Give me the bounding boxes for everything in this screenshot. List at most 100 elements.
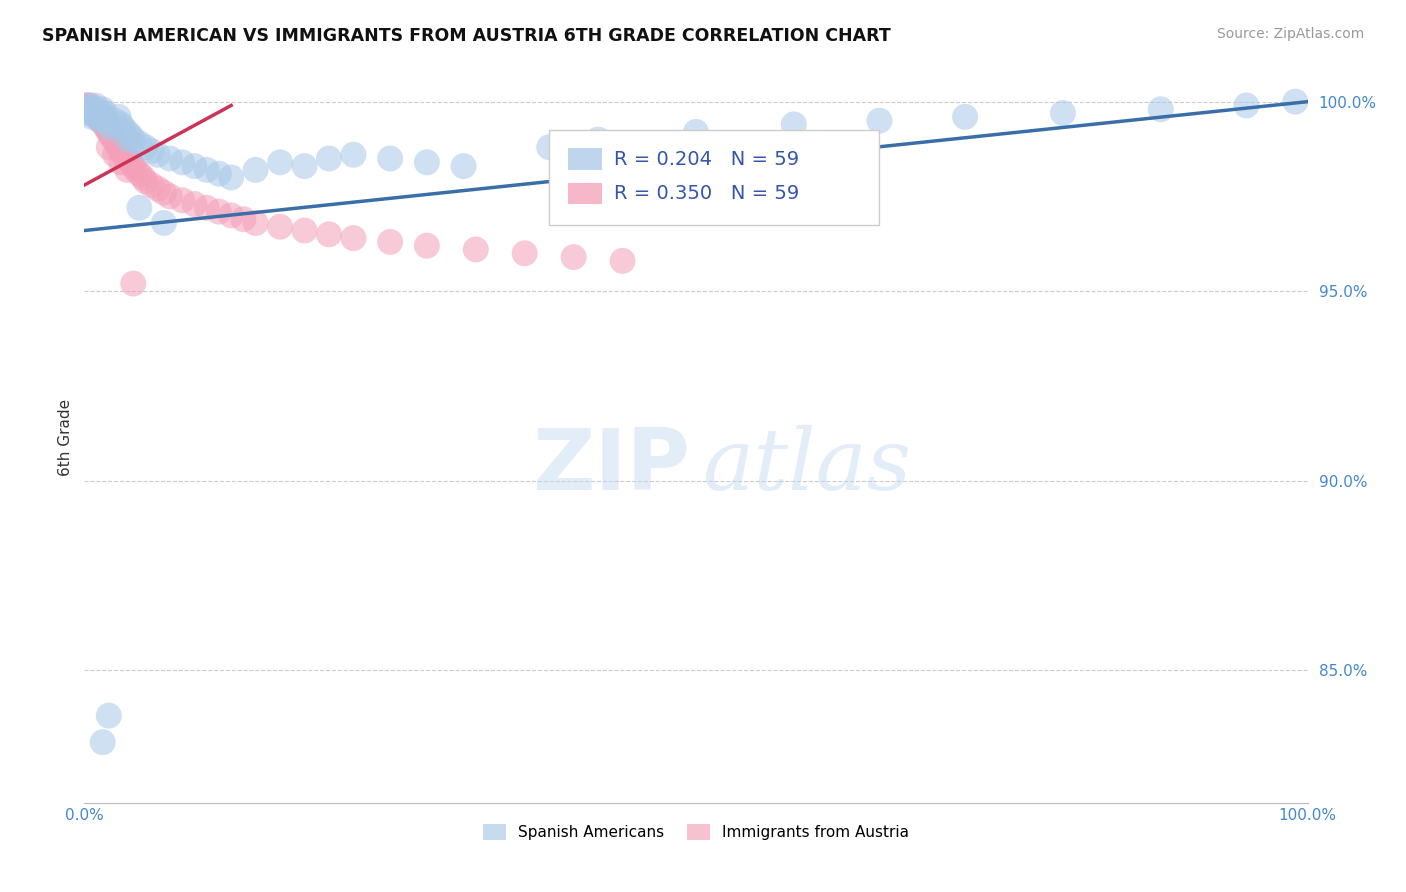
Point xyxy=(115,162,138,177)
Point xyxy=(125,162,148,177)
Point xyxy=(77,102,100,116)
Point xyxy=(83,106,105,120)
Point xyxy=(294,223,316,237)
Point xyxy=(269,155,291,169)
Point xyxy=(77,102,100,116)
Point xyxy=(159,152,181,166)
Point xyxy=(208,167,231,181)
Point xyxy=(89,113,111,128)
Point xyxy=(612,253,634,268)
Point xyxy=(146,147,169,161)
Point xyxy=(87,106,110,120)
Point xyxy=(75,98,97,112)
Point xyxy=(146,182,169,196)
Point xyxy=(294,159,316,173)
Point xyxy=(100,121,122,136)
Legend: Spanish Americans, Immigrants from Austria: Spanish Americans, Immigrants from Austr… xyxy=(477,817,915,847)
Point xyxy=(87,106,110,120)
Point xyxy=(86,102,108,116)
Point xyxy=(269,219,291,234)
Point xyxy=(153,216,176,230)
FancyBboxPatch shape xyxy=(568,148,602,170)
Point xyxy=(183,159,205,173)
Point xyxy=(135,140,157,154)
Point xyxy=(195,162,218,177)
Point xyxy=(110,117,132,131)
Point xyxy=(82,102,104,116)
Point xyxy=(172,193,194,207)
Point xyxy=(245,216,267,230)
Point xyxy=(112,147,135,161)
Point xyxy=(84,106,107,120)
Point xyxy=(685,125,707,139)
Point xyxy=(342,147,364,161)
Point xyxy=(91,113,114,128)
Point xyxy=(115,132,138,146)
Point xyxy=(342,231,364,245)
Point xyxy=(96,121,118,136)
Point xyxy=(96,113,118,128)
Point xyxy=(97,708,120,723)
Point xyxy=(97,140,120,154)
Point xyxy=(122,132,145,146)
Point xyxy=(586,132,609,146)
Point xyxy=(86,110,108,124)
Point xyxy=(105,136,128,151)
Text: atlas: atlas xyxy=(702,425,911,508)
Point xyxy=(104,147,127,161)
Point xyxy=(94,106,117,120)
Point xyxy=(89,113,111,128)
Point xyxy=(90,110,112,124)
Point xyxy=(122,277,145,291)
Point xyxy=(1150,102,1173,116)
Point xyxy=(1284,95,1306,109)
FancyBboxPatch shape xyxy=(568,183,602,204)
Point xyxy=(318,152,340,166)
Point xyxy=(141,178,163,192)
Point xyxy=(219,170,242,185)
Point xyxy=(953,110,976,124)
Point xyxy=(122,159,145,173)
Point xyxy=(79,98,101,112)
Point xyxy=(245,162,267,177)
Text: SPANISH AMERICAN VS IMMIGRANTS FROM AUSTRIA 6TH GRADE CORRELATION CHART: SPANISH AMERICAN VS IMMIGRANTS FROM AUST… xyxy=(42,27,891,45)
Point xyxy=(172,155,194,169)
Point xyxy=(91,735,114,749)
Point xyxy=(115,152,138,166)
Point xyxy=(93,110,115,124)
Point xyxy=(90,106,112,120)
Point xyxy=(195,201,218,215)
Point xyxy=(380,235,402,249)
Point xyxy=(132,170,155,185)
Point xyxy=(91,102,114,116)
Text: R = 0.204   N = 59: R = 0.204 N = 59 xyxy=(614,150,799,169)
Point xyxy=(380,152,402,166)
Point xyxy=(110,155,132,169)
Point xyxy=(77,98,100,112)
Point xyxy=(318,227,340,242)
Point xyxy=(103,132,125,146)
Y-axis label: 6th Grade: 6th Grade xyxy=(58,399,73,475)
Point xyxy=(513,246,536,260)
Point xyxy=(83,106,105,120)
Point xyxy=(183,197,205,211)
Point xyxy=(416,155,439,169)
Point xyxy=(107,140,129,154)
Point xyxy=(94,117,117,131)
Point xyxy=(219,208,242,222)
Point xyxy=(128,167,150,181)
Point xyxy=(538,140,561,154)
Point xyxy=(453,159,475,173)
Point xyxy=(107,110,129,124)
Point xyxy=(87,110,110,124)
Point xyxy=(1236,98,1258,112)
Point xyxy=(76,98,98,112)
Text: Source: ZipAtlas.com: Source: ZipAtlas.com xyxy=(1216,27,1364,41)
Point xyxy=(97,117,120,131)
Point xyxy=(416,238,439,252)
Point xyxy=(115,125,138,139)
Point xyxy=(562,250,585,264)
Point xyxy=(76,106,98,120)
Text: R = 0.350   N = 59: R = 0.350 N = 59 xyxy=(614,184,799,203)
Point xyxy=(110,144,132,158)
